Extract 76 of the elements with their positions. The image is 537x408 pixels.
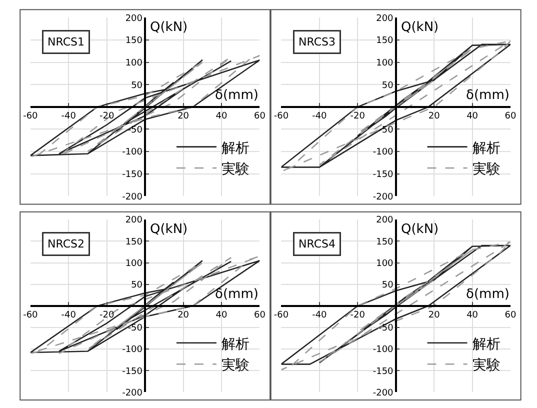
y-tick-label: -200 xyxy=(372,388,394,398)
legend-label: 解析 xyxy=(472,336,500,352)
y-tick-label: 100 xyxy=(125,258,143,269)
legend-label: 解析 xyxy=(221,336,250,352)
y-tick-label: -50 xyxy=(128,324,143,334)
y-tick-label: 50 xyxy=(382,80,394,91)
y-tick-label: -100 xyxy=(122,345,143,356)
y-tick-label: -150 xyxy=(372,170,394,180)
x-tick-label: 20 xyxy=(428,310,440,320)
x-axis-title: δ(mm) xyxy=(215,287,258,302)
y-tick-label: -150 xyxy=(122,170,143,180)
x-tick-label: -20 xyxy=(350,111,366,122)
y-tick-label: 200 xyxy=(376,216,394,226)
x-tick-label: 40 xyxy=(216,310,228,320)
y-tick-label: -50 xyxy=(378,125,394,136)
y-tick-label: -50 xyxy=(378,324,394,334)
x-tick-label: -60 xyxy=(23,111,38,122)
legend-label: 実験 xyxy=(472,161,500,178)
y-tick-label: 150 xyxy=(125,36,143,46)
y-tick-label: -50 xyxy=(128,125,143,136)
x-tick-label: -20 xyxy=(100,310,114,320)
y-tick-label: 100 xyxy=(376,258,394,269)
y-tick-label: 200 xyxy=(376,14,394,24)
x-tick-label: 60 xyxy=(504,111,517,122)
y-tick-label: -150 xyxy=(372,366,394,377)
y-tick-label: -100 xyxy=(372,345,394,356)
y-axis-title: Q(kN) xyxy=(150,20,188,35)
y-tick-label: -200 xyxy=(372,192,394,202)
x-tick-label: 60 xyxy=(254,310,266,320)
y-tick-label: -100 xyxy=(122,148,143,158)
x-tick-label: -60 xyxy=(274,111,289,122)
y-tick-label: -200 xyxy=(122,388,143,398)
x-tick-label: 60 xyxy=(504,310,517,320)
legend-label: 実験 xyxy=(221,161,250,178)
legend-label: 実験 xyxy=(472,358,500,374)
x-axis-title: δ(mm) xyxy=(215,88,258,103)
y-tick-label: 150 xyxy=(376,237,394,248)
y-tick-label: 100 xyxy=(376,58,394,68)
x-tick-label: 20 xyxy=(428,111,440,122)
x-tick-label: -60 xyxy=(274,310,289,320)
x-tick-label: 40 xyxy=(216,111,228,122)
x-tick-label: -20 xyxy=(100,111,114,122)
legend-label: 解析 xyxy=(472,140,500,156)
legend-label: 実験 xyxy=(221,358,250,374)
text: NRCS1 xyxy=(48,36,84,48)
y-tick-label: 150 xyxy=(376,36,394,46)
x-tick-label: -40 xyxy=(61,111,76,122)
y-axis-title: Q(kN) xyxy=(401,222,439,237)
x-tick-label: -40 xyxy=(61,310,76,320)
x-axis-title: δ(mm) xyxy=(466,287,510,302)
y-tick-label: -150 xyxy=(122,366,143,377)
text: NRCS3 xyxy=(298,36,336,48)
x-tick-label: -60 xyxy=(23,310,38,320)
y-tick-label: 50 xyxy=(131,80,143,91)
y-tick-label: 200 xyxy=(125,14,143,24)
x-axis-title: δ(mm) xyxy=(466,88,510,103)
y-axis-title: Q(kN) xyxy=(150,222,188,237)
text: NRCS4 xyxy=(298,238,336,250)
x-tick-label: -20 xyxy=(350,310,366,320)
y-tick-label: 50 xyxy=(131,280,143,290)
x-tick-label: 40 xyxy=(466,111,478,122)
text: NRCS2 xyxy=(48,238,84,250)
y-tick-label: 50 xyxy=(382,280,394,290)
x-tick-label: -40 xyxy=(312,310,328,320)
legend-label: 解析 xyxy=(221,140,250,156)
x-tick-label: 20 xyxy=(178,310,190,320)
x-tick-label: 60 xyxy=(254,111,266,122)
y-tick-label: -100 xyxy=(372,148,394,158)
y-tick-label: -200 xyxy=(122,192,143,202)
x-tick-label: -40 xyxy=(312,111,328,122)
x-tick-label: 20 xyxy=(178,111,190,122)
y-tick-label: 150 xyxy=(125,237,143,248)
y-tick-label: 200 xyxy=(125,216,143,226)
x-tick-label: 40 xyxy=(466,310,478,320)
y-axis-title: Q(kN) xyxy=(401,20,439,35)
y-tick-label: 100 xyxy=(125,58,143,68)
